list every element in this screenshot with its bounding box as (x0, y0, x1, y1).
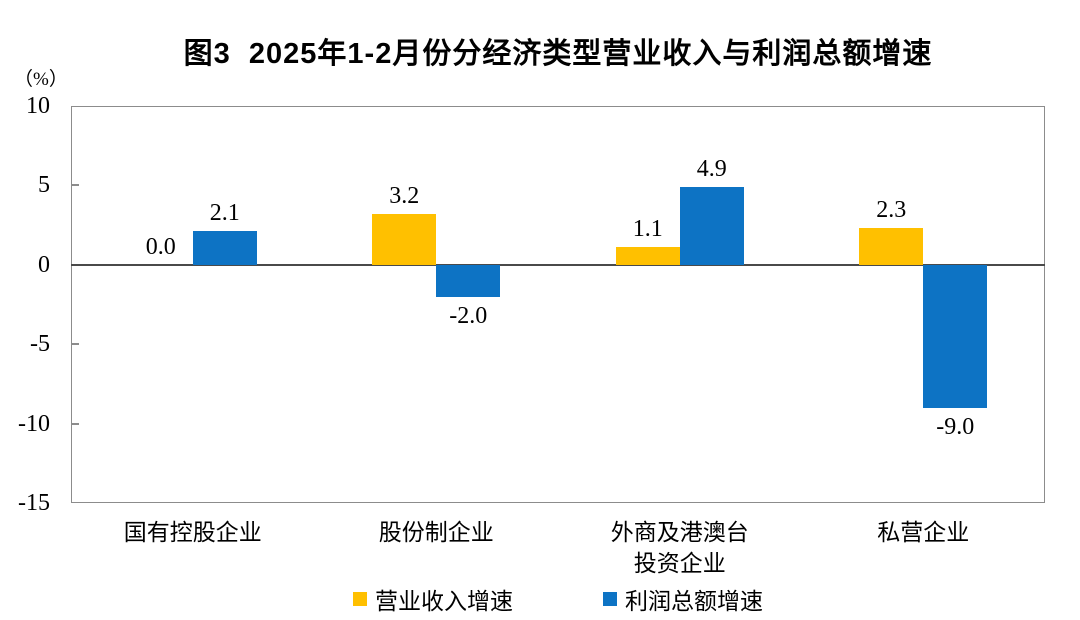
y-axis-tick-mark (71, 184, 79, 187)
y-axis-tick-label: 5 (38, 172, 50, 199)
legend-item-profit: 利润总额增速 (603, 582, 763, 616)
bar-value-label: 2.3 (876, 197, 907, 224)
bar-revenue (615, 247, 680, 265)
y-axis-tick-label: -10 (18, 410, 50, 437)
y-axis-tick-label: -15 (18, 490, 50, 516)
x-axis-category-label: 股份制企业 (378, 520, 494, 545)
bar-value-label: 2.1 (209, 200, 240, 227)
bar-profit (679, 186, 744, 265)
bar-revenue (859, 228, 924, 265)
legend-swatch-profit-icon (603, 592, 617, 606)
bar-value-label: 1.1 (632, 216, 663, 243)
chart-title: 图3 2025年1-2月份分经济类型营业收入与利润总额增速 (183, 38, 933, 70)
bar-value-label: -2.0 (449, 302, 488, 329)
x-axis-category-label: 国有控股企业 (123, 520, 262, 545)
y-axis-tick-mark (71, 422, 79, 425)
legend: 营业收入增速 利润总额增速 (71, 584, 1045, 614)
bar-value-label: 0.0 (145, 233, 176, 260)
plot-area (71, 106, 1045, 503)
x-axis-category-label: 外商及港澳台 投资企业 (610, 520, 749, 576)
y-axis-tick-label: 10 (26, 93, 50, 119)
bar-profit (192, 231, 257, 265)
bar-profit (923, 264, 988, 408)
y-axis-tick-label: 0 (38, 251, 50, 278)
zero-axis-line (71, 263, 1045, 266)
y-axis-unit-label: （%） (14, 69, 68, 90)
legend-swatch-revenue-icon (353, 592, 367, 606)
y-axis-tick-mark (71, 343, 79, 346)
legend-label-revenue: 营业收入增速 (375, 589, 513, 614)
legend-item-revenue: 营业收入增速 (353, 582, 513, 616)
bar-value-label: -9.0 (936, 413, 975, 440)
x-axis-category-label: 私营企业 (877, 520, 970, 545)
bar-profit (436, 264, 501, 297)
bar-value-label: 3.2 (389, 182, 420, 209)
legend-label-profit: 利润总额增速 (625, 589, 763, 614)
y-axis-tick-label: -5 (30, 331, 50, 358)
bar-revenue (372, 213, 437, 265)
bar-value-label: 4.9 (696, 155, 727, 182)
